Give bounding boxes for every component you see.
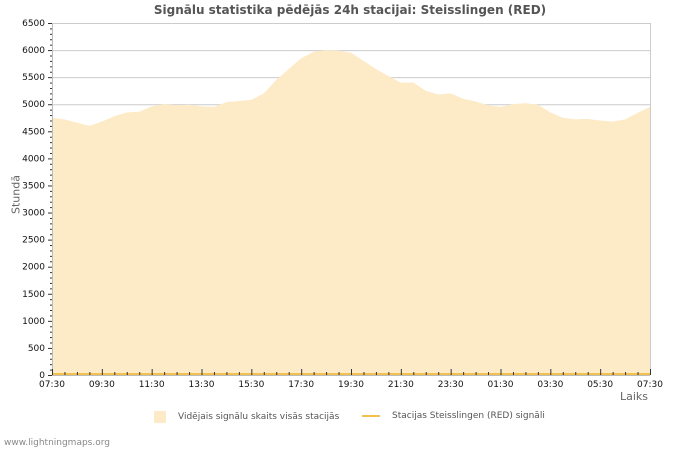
- svg-text:13:30: 13:30: [189, 380, 215, 390]
- svg-text:1500: 1500: [22, 290, 45, 300]
- legend-label-station: Stacijas Steisslingen (RED) signāli: [392, 411, 545, 421]
- svg-text:19:30: 19:30: [338, 380, 364, 390]
- y-axis-ticks: 0 500 1000 1500 2000 2500 3000 3500 4000 4500 5000…: [22, 19, 52, 381]
- svg-text:500: 500: [28, 344, 45, 354]
- svg-text:2500: 2500: [22, 236, 45, 246]
- footer-credit: www.lightningmaps.org: [4, 438, 110, 448]
- svg-text:23:30: 23:30: [438, 380, 464, 390]
- svg-text:07:30: 07:30: [637, 380, 663, 390]
- chart-title: Signālu statistika pēdējās 24h stacijai:…: [153, 3, 547, 17]
- svg-text:3500: 3500: [22, 181, 45, 191]
- svg-text:17:30: 17:30: [288, 380, 314, 390]
- legend-label-average: Vidējais signālu skaits visās stacijās: [178, 412, 340, 422]
- svg-text:11:30: 11:30: [139, 380, 165, 390]
- legend-item-average: Vidējais signālu skaits visās stacijās: [154, 411, 339, 423]
- svg-text:3000: 3000: [22, 209, 45, 219]
- svg-text:6500: 6500: [22, 19, 45, 29]
- svg-text:6000: 6000: [22, 46, 45, 56]
- svg-text:01:30: 01:30: [488, 380, 514, 390]
- svg-text:1000: 1000: [22, 317, 45, 327]
- svg-text:15:30: 15:30: [238, 380, 264, 390]
- x-axis-label: Laiks: [620, 390, 649, 403]
- svg-text:4000: 4000: [22, 154, 45, 164]
- svg-text:0: 0: [39, 371, 45, 381]
- svg-text:07:30: 07:30: [39, 380, 65, 390]
- svg-text:09:30: 09:30: [89, 380, 115, 390]
- legend-item-station: Stacijas Steisslingen (RED) signāli: [362, 411, 545, 421]
- svg-text:21:30: 21:30: [388, 380, 414, 390]
- x-axis-ticks: 07:30 09:30 11:30 13:30 15:30 17:30 19:30 21:30…: [39, 369, 663, 390]
- svg-text:03:30: 03:30: [537, 380, 563, 390]
- line-swatch-icon: [362, 415, 380, 417]
- y-axis-label: Stundā: [9, 175, 23, 214]
- svg-text:2000: 2000: [22, 263, 45, 273]
- svg-text:05:30: 05:30: [587, 380, 613, 390]
- area-swatch-icon: [154, 411, 166, 423]
- svg-text:5000: 5000: [22, 100, 45, 110]
- axes: [52, 23, 651, 376]
- svg-text:4500: 4500: [22, 127, 45, 137]
- average-signals-area: [52, 50, 650, 375]
- svg-text:5500: 5500: [22, 73, 45, 83]
